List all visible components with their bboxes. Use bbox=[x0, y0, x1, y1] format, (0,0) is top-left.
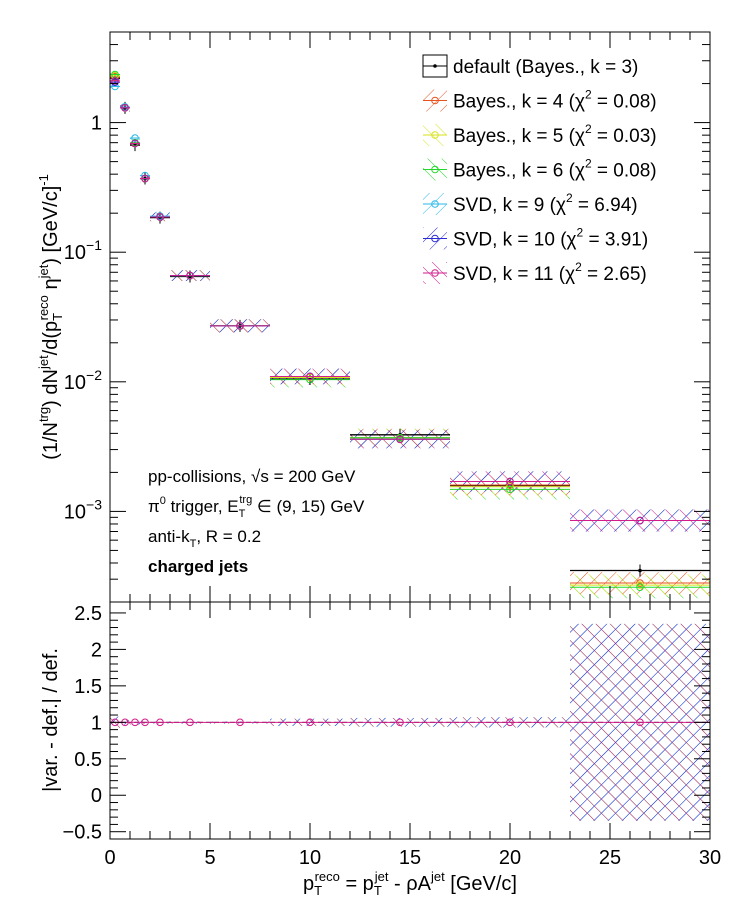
top-panel-bands bbox=[110, 70, 710, 599]
ratio-ytick-label-1: 0 bbox=[91, 785, 102, 807]
top-ytick-label-3: 10−3 bbox=[64, 496, 102, 523]
point-k6-bin-10 bbox=[636, 583, 644, 592]
top-y-axis: 1 10−1 10−2 10−3 bbox=[64, 31, 710, 603]
annotation-block: pp-collisions, √s = 200 GeV π0 trigger, … bbox=[148, 467, 365, 576]
point-default-bin-10 bbox=[638, 568, 642, 573]
point-svd11-bin-6 bbox=[236, 322, 244, 330]
legend-label-5: SVD, k = 10 (χ2 = 3.91) bbox=[453, 226, 648, 251]
ratio-point-bin-8 bbox=[396, 718, 404, 727]
xtick-label-4: 20 bbox=[499, 847, 521, 869]
ratio-point-bin-5 bbox=[186, 718, 194, 727]
ratio-y-axis-label: |var. - def.| / def. bbox=[40, 648, 62, 792]
ratio-ytick-label-3: 1 bbox=[91, 712, 102, 734]
ratio-ytick-label-2: 0.5 bbox=[74, 749, 102, 771]
xtick-label-5: 25 bbox=[599, 847, 621, 869]
legend-swatch-marker-3 bbox=[431, 165, 439, 174]
annotation-line-2: π0 trigger, ETtrg ∈ (9, 15) GeV bbox=[148, 494, 365, 520]
legend-swatch-dot-0 bbox=[433, 64, 437, 68]
xtick-label-2: 10 bbox=[299, 847, 321, 869]
legend-swatch-marker-2 bbox=[431, 131, 439, 139]
point-svd11-bin-0 bbox=[111, 77, 119, 85]
ratio-point-bin-3 bbox=[141, 718, 149, 727]
legend-swatch-marker-4 bbox=[431, 200, 439, 208]
top-ytick-label-0: 1 bbox=[91, 113, 102, 135]
point-svd9-bin-2 bbox=[131, 134, 139, 142]
legend-label-0: default (Bayes., k = 3) bbox=[453, 57, 638, 78]
annotation-line-4: charged jets bbox=[148, 557, 248, 576]
ratio-point-bin-7 bbox=[306, 718, 314, 727]
point-k6-bin-9 bbox=[506, 485, 514, 494]
ratio-point-bin-9 bbox=[506, 718, 514, 727]
point-svd11-bin-3 bbox=[141, 174, 149, 183]
point-svd11-bin-7 bbox=[306, 372, 314, 381]
legend-swatch-marker-6 bbox=[431, 269, 439, 277]
top-ytick-label-2: 10−2 bbox=[64, 367, 102, 394]
ratio-y-axis: −0.5 0 0.5 1 1.5 2 2.5 bbox=[63, 603, 710, 844]
point-k4-bin-10 bbox=[636, 579, 644, 587]
point-svd11-bin-4 bbox=[156, 213, 164, 221]
point-k5-bin-9 bbox=[506, 482, 514, 491]
ratio-ytick-label-4: 1.5 bbox=[74, 676, 102, 698]
point-svd11-bin-5 bbox=[186, 271, 194, 280]
ratio-point-bin-2 bbox=[131, 718, 139, 727]
legend: default (Bayes., k = 3) Bayes., k = 4 (χ2… bbox=[422, 54, 657, 285]
ratio-ytick-label-5: 2 bbox=[91, 639, 102, 661]
ratio-panel-marks bbox=[110, 718, 710, 727]
ratio-point-bin-10 bbox=[636, 718, 644, 727]
ratio-point-bin-6 bbox=[236, 718, 244, 727]
annotation-line-1: pp-collisions, √s = 200 GeV bbox=[148, 467, 356, 486]
legend-label-6: SVD, k = 11 (χ2 = 2.65) bbox=[453, 260, 647, 285]
legend-label-4: SVD, k = 9 (χ2 = 6.94) bbox=[453, 191, 638, 216]
ratio-ytick-label-0: −0.5 bbox=[63, 822, 102, 844]
point-svd11-bin-10 bbox=[636, 516, 644, 525]
point-k5-bin-10 bbox=[636, 581, 644, 589]
point-svd11-bin-2 bbox=[131, 139, 139, 148]
ratio-point-bin-4 bbox=[156, 718, 164, 727]
xtick-label-6: 30 bbox=[699, 847, 721, 869]
point-svd11-bin-8 bbox=[396, 435, 404, 444]
x-axis: 0 5 10 15 20 25 30 bbox=[104, 32, 721, 869]
legend-swatch-marker-5 bbox=[431, 234, 439, 243]
legend-swatch-marker-1 bbox=[431, 96, 439, 105]
ratio-ytick-label-6: 2.5 bbox=[74, 603, 102, 625]
point-svd11-bin-1 bbox=[121, 104, 129, 112]
xtick-label-3: 15 bbox=[399, 847, 421, 869]
legend-label-1: Bayes., k = 4 (χ2 = 0.08) bbox=[453, 88, 657, 113]
point-svd11-bin-9 bbox=[506, 477, 514, 486]
top-panel-marks bbox=[110, 70, 710, 592]
xtick-label-1: 5 bbox=[204, 847, 215, 869]
annotation-line-3: anti-kT, R = 0.2 bbox=[148, 527, 261, 550]
x-axis-label: pTreco = pTjet - ρAjet [GeV/c] bbox=[303, 869, 517, 898]
legend-label-3: Bayes., k = 6 (χ2 = 0.08) bbox=[453, 157, 657, 182]
xtick-label-0: 0 bbox=[104, 847, 115, 869]
top-y-axis-label: (1/Ntrg) dNjet/d(pTreco ηjet) [GeV/c]-1 bbox=[36, 174, 65, 460]
top-ytick-label-1: 10−1 bbox=[64, 237, 102, 264]
legend-label-2: Bayes., k = 5 (χ2 = 0.03) bbox=[453, 122, 657, 147]
